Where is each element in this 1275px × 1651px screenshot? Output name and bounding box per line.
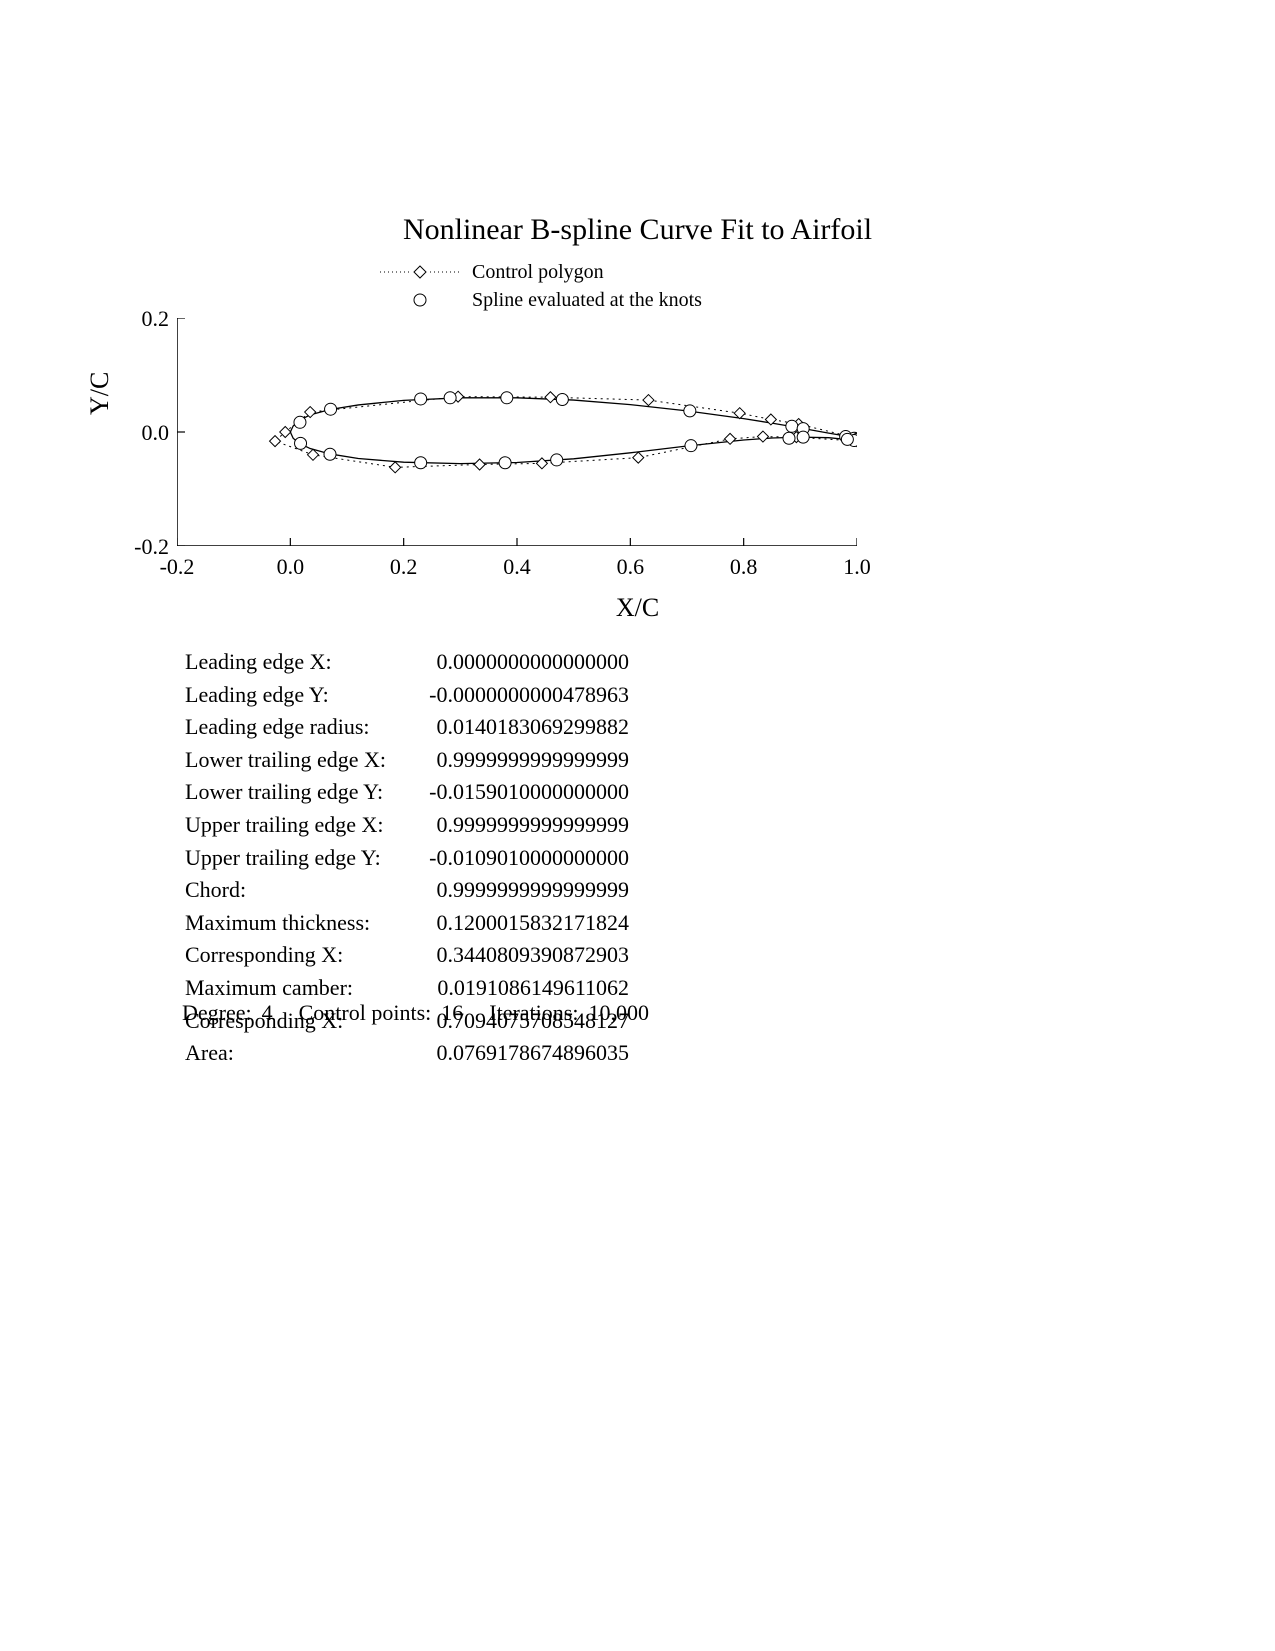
property-key: Maximum thickness: <box>184 908 416 939</box>
table-row: Lower trailing edge Y:-0.015901000000000… <box>184 777 630 808</box>
legend-entry-control-polygon: Control polygon <box>380 258 702 286</box>
property-value: -0.0159010000000000 <box>418 777 630 808</box>
table-row: Maximum camber:0.0191086149611062 <box>184 973 630 1004</box>
table-row: Area:0.0769178674896035 <box>184 1038 630 1069</box>
property-key: Lower trailing edge X: <box>184 745 416 776</box>
property-key: Upper trailing edge Y: <box>184 843 416 874</box>
table-row: Upper trailing edge Y:-0.010901000000000… <box>184 843 630 874</box>
x-tick-label: 0.8 <box>726 554 762 580</box>
property-value: 0.0000000000000000 <box>418 647 630 678</box>
table-row: Lower trailing edge X:0.9999999999999999 <box>184 745 630 776</box>
property-value: 0.1200015832171824 <box>418 908 630 939</box>
property-value: 0.0191086149611062 <box>418 973 630 1004</box>
legend-label: Spline evaluated at the knots <box>472 289 702 312</box>
property-value: 0.0140183069299882 <box>418 712 630 743</box>
x-tick-label: 0.2 <box>386 554 422 580</box>
table-row: Leading edge radius:0.0140183069299882 <box>184 712 630 743</box>
property-key: Leading edge Y: <box>184 680 416 711</box>
table-row: Corresponding X:0.3440809390872903 <box>184 940 630 971</box>
footer-value: 4 <box>262 1000 299 1025</box>
property-key: Lower trailing edge Y: <box>184 777 416 808</box>
x-tick-label: 1.0 <box>839 554 875 580</box>
property-value: -0.0000000000478963 <box>418 680 630 711</box>
footer-key: Degree: <box>182 1000 262 1025</box>
y-axis-label: Y/C <box>85 372 115 415</box>
legend-entry-spline-knots: Spline evaluated at the knots <box>380 286 702 314</box>
y-tick-label: -0.2 <box>129 534 169 560</box>
footer-params: Degree:4Control points:16Iterations:10,0… <box>182 1000 675 1026</box>
table-row: Maximum thickness:0.1200015832171824 <box>184 908 630 939</box>
x-axis-label: X/C <box>0 593 1275 623</box>
footer-value: 16 <box>441 1000 489 1025</box>
property-key: Area: <box>184 1038 416 1069</box>
legend-swatch-circle <box>380 289 460 311</box>
property-key: Maximum camber: <box>184 973 416 1004</box>
table-row: Leading edge Y:-0.0000000000478963 <box>184 680 630 711</box>
legend-label: Control polygon <box>472 261 604 284</box>
legend-swatch-diamond <box>380 261 460 283</box>
property-value: 0.3440809390872903 <box>418 940 630 971</box>
table-row: Leading edge X:0.0000000000000000 <box>184 647 630 678</box>
chart-title: Nonlinear B-spline Curve Fit to Airfoil <box>0 213 1275 247</box>
footer-key: Iterations: <box>489 1000 588 1025</box>
x-tick-label: 0.0 <box>272 554 308 580</box>
property-key: Leading edge radius: <box>184 712 416 743</box>
page: Nonlinear B-spline Curve Fit to Airfoil … <box>0 0 1275 1651</box>
property-key: Leading edge X: <box>184 647 416 678</box>
y-tick-label: 0.2 <box>129 306 169 332</box>
property-key: Upper trailing edge X: <box>184 810 416 841</box>
property-key: Chord: <box>184 875 416 906</box>
legend: Control polygon Spline evaluated at the … <box>380 258 702 314</box>
property-key: Corresponding X: <box>184 940 416 971</box>
x-tick-label: 0.6 <box>612 554 648 580</box>
table-row: Upper trailing edge X:0.9999999999999999 <box>184 810 630 841</box>
table-row: Chord:0.9999999999999999 <box>184 875 630 906</box>
property-value: -0.0109010000000000 <box>418 843 630 874</box>
footer-value: 10,000 <box>588 1000 675 1025</box>
property-value: 0.9999999999999999 <box>418 875 630 906</box>
property-value: 0.9999999999999999 <box>418 745 630 776</box>
property-value: 0.0769178674896035 <box>418 1038 630 1069</box>
y-tick-label: 0.0 <box>129 420 169 446</box>
property-value: 0.9999999999999999 <box>418 810 630 841</box>
x-tick-label: 0.4 <box>499 554 535 580</box>
footer-key: Control points: <box>299 1000 442 1025</box>
airfoil-plot <box>177 318 857 546</box>
